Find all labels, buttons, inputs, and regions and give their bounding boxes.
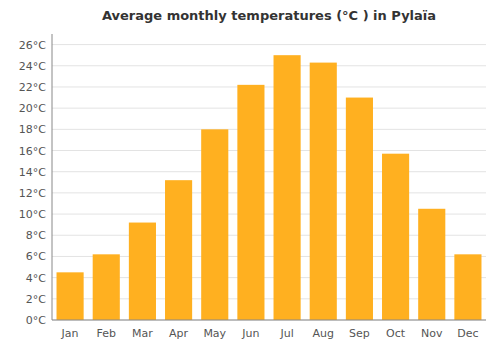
y-tick-label: 4°C <box>26 272 46 285</box>
bar <box>93 254 120 320</box>
y-tick-label: 26°C <box>19 39 46 52</box>
y-tick-label: 8°C <box>26 229 46 242</box>
y-tick-label: 12°C <box>19 187 46 200</box>
y-tick-label: 18°C <box>19 123 46 136</box>
x-tick-label: Feb <box>97 327 116 340</box>
grid-line <box>52 192 486 193</box>
y-tick-label: 24°C <box>19 60 46 73</box>
y-tick-label: 6°C <box>26 250 46 263</box>
bar <box>310 63 337 320</box>
bar <box>418 209 445 320</box>
grid-line <box>52 44 486 45</box>
grid-line <box>52 86 486 87</box>
bars <box>57 55 482 320</box>
bar <box>237 85 264 320</box>
y-tick-label: 14°C <box>19 166 46 179</box>
grid-line <box>52 129 486 130</box>
y-tick-label: 10°C <box>19 208 46 221</box>
bar <box>129 223 156 320</box>
grid-line <box>52 65 486 66</box>
y-axis: 0°C 2°C 4°C 6°C 8°C 10°C 12°C 14°C 16°C 18°C 20°C 2… <box>19 39 486 327</box>
grid-line <box>52 320 486 321</box>
bar <box>382 154 409 320</box>
chart-title: Average monthly temperatures (°C ) in Py… <box>102 8 436 23</box>
x-axis: Jan Feb Mar Apr May Jun Jul Aug Sep Oct Nov Dec <box>61 327 479 340</box>
x-tick-label: Oct <box>386 327 406 340</box>
bar <box>165 180 192 320</box>
grid-line <box>52 150 486 151</box>
chart-svg: Average monthly temperatures (°C ) in Py… <box>0 0 500 350</box>
bar <box>57 272 84 320</box>
bar <box>274 55 301 320</box>
y-axis-line <box>52 34 53 320</box>
x-tick-label: Jan <box>61 327 79 340</box>
x-tick-label: Aug <box>313 327 334 340</box>
x-axis-line <box>52 320 486 321</box>
y-tick-label: 20°C <box>19 102 46 115</box>
x-tick-label: Sep <box>349 327 370 340</box>
x-tick-label: Mar <box>132 327 153 340</box>
x-tick-label: Jul <box>279 327 293 340</box>
bar <box>201 129 228 320</box>
y-tick-label: 16°C <box>19 145 46 158</box>
y-tick-label: 2°C <box>26 293 46 306</box>
x-tick-label: Jun <box>241 327 259 340</box>
grid-line <box>52 108 486 109</box>
bar <box>346 98 373 320</box>
y-tick-label: 22°C <box>19 81 46 94</box>
x-tick-label: Dec <box>457 327 478 340</box>
grid-line <box>52 171 486 172</box>
x-tick-label: Apr <box>169 327 189 340</box>
x-tick-label: Nov <box>421 327 443 340</box>
y-tick-label: 0°C <box>26 314 46 327</box>
bar <box>454 254 481 320</box>
x-tick-label: May <box>203 327 226 340</box>
chart-container: Average monthly temperatures (°C ) in Py… <box>0 0 500 350</box>
